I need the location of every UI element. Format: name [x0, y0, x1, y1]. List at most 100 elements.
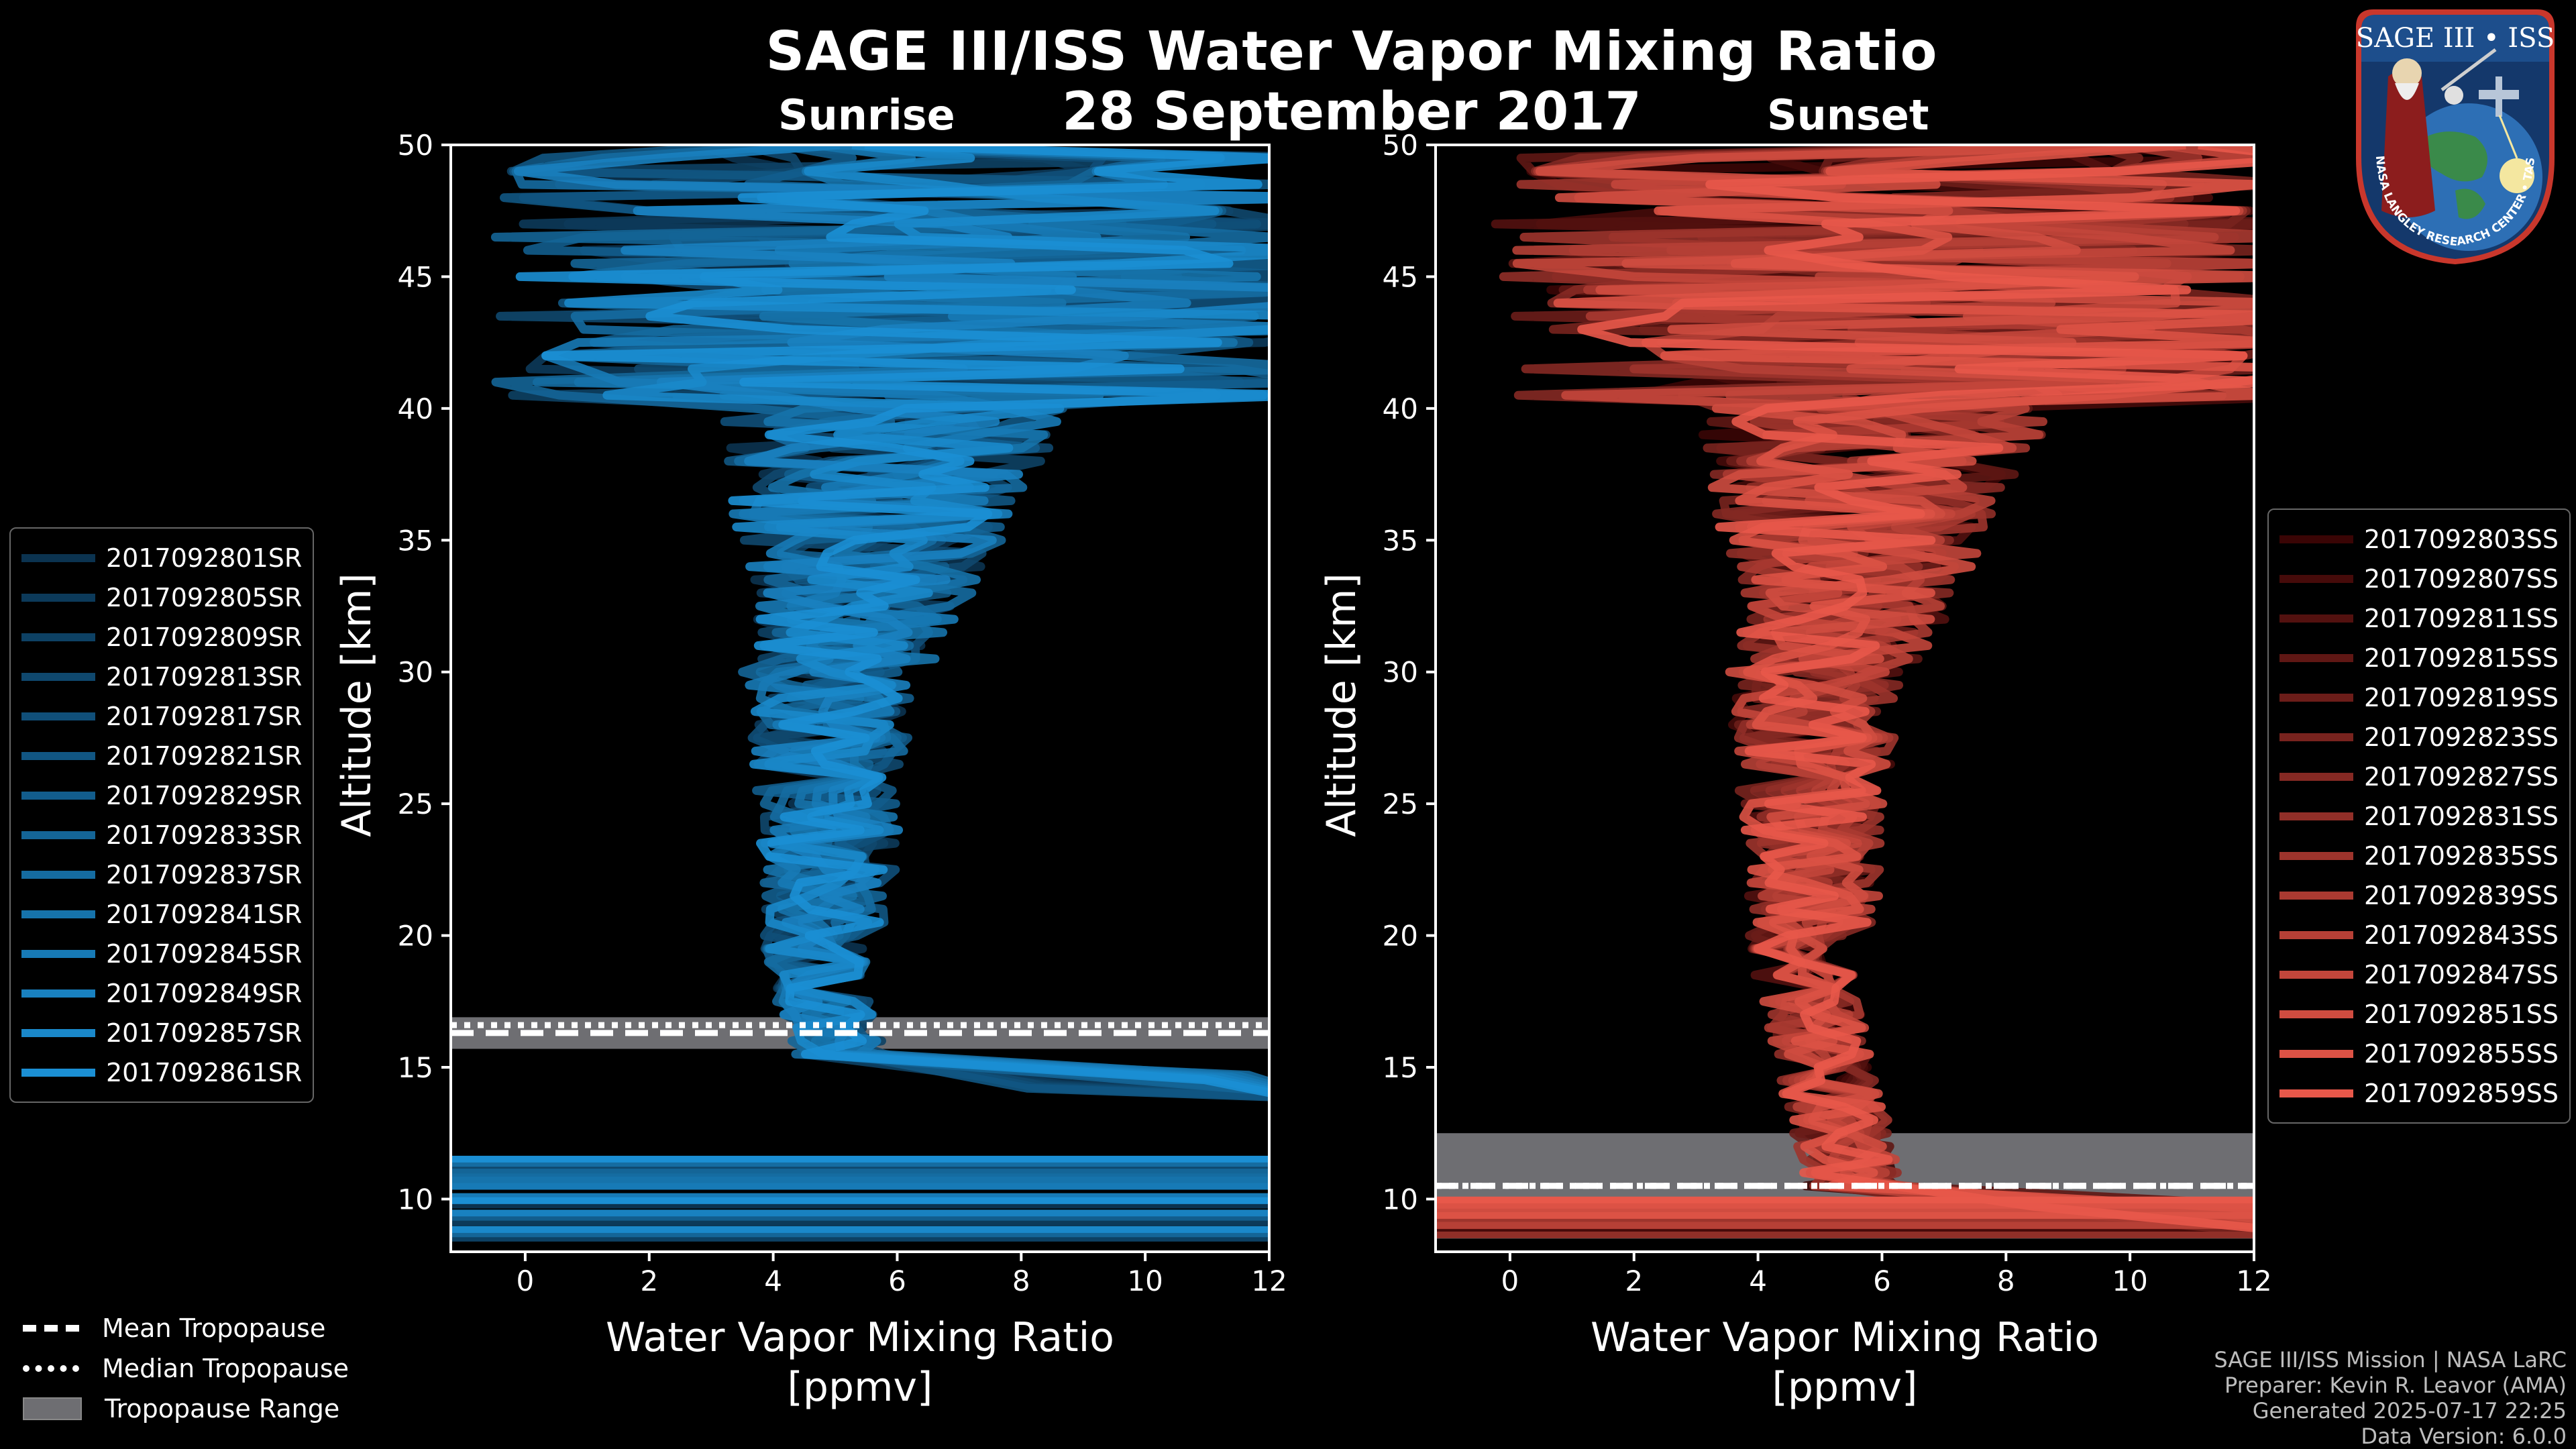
- legend-entry: 2017092861SR: [21, 1053, 302, 1092]
- series-line-2017092861SR: [515, 145, 1269, 1097]
- y-tick-label: 50: [398, 129, 433, 162]
- legend-label: 2017092851SS: [2364, 999, 2559, 1029]
- legend-line-swatch: [21, 870, 95, 879]
- tropopause-range-label: Tropopause Range: [105, 1394, 340, 1424]
- legend-line-swatch: [21, 712, 95, 720]
- legend-entry: 2017092815SS: [2279, 638, 2559, 678]
- y-tick-label: 45: [1383, 260, 1418, 293]
- legend-entry: 2017092811SS: [2279, 598, 2559, 638]
- x-axis-label: Water Vapor Mixing Ratio: [606, 1314, 1114, 1361]
- x-axis-unit-label: [ppmv]: [788, 1364, 933, 1411]
- legend-label: 2017092833SR: [106, 820, 303, 850]
- legend-entry: 2017092859SS: [2279, 1073, 2559, 1113]
- legend-entry: 2017092831SS: [2279, 796, 2559, 836]
- legend-line-swatch: [21, 989, 95, 998]
- legend-label: 2017092827SS: [2364, 761, 2559, 792]
- legend-label: 2017092847SS: [2364, 959, 2559, 989]
- x-tick-label: 12: [1251, 1265, 1287, 1297]
- legend-entry: 2017092809SR: [21, 617, 302, 657]
- legend-line-swatch: [21, 791, 95, 800]
- legend-line-swatch: [2279, 653, 2353, 662]
- legend-entry: 2017092823SS: [2279, 717, 2559, 757]
- legend-entry: 2017092839SS: [2279, 875, 2559, 915]
- legend-label: 2017092823SS: [2364, 722, 2559, 752]
- y-tick-label: 35: [1383, 524, 1418, 557]
- legend-entry: 2017092835SS: [2279, 836, 2559, 875]
- y-tick-label: 20: [398, 920, 433, 953]
- legend-entry: 2017092805SR: [21, 578, 302, 617]
- legend-label: 2017092809SR: [106, 622, 303, 652]
- y-axis-label: Altitude [km]: [333, 573, 380, 837]
- legend-line-swatch: [21, 751, 95, 760]
- legend-label: 2017092801SR: [106, 543, 303, 573]
- legend-label: 2017092805SR: [106, 582, 303, 612]
- y-axis-label: Altitude [km]: [1318, 573, 1365, 837]
- x-tick-label: 4: [764, 1265, 782, 1297]
- legend-line-swatch: [2279, 1010, 2353, 1018]
- legend-label: 2017092831SS: [2364, 801, 2559, 831]
- y-tick-label: 20: [1383, 920, 1418, 953]
- legend-entry: 2017092851SS: [2279, 994, 2559, 1034]
- legend-label: 2017092859SS: [2364, 1078, 2559, 1108]
- legend-entry: 2017092847SS: [2279, 955, 2559, 994]
- sunrise-legend: 2017092801SR 2017092805SR 2017092809SR 2017…: [9, 527, 315, 1103]
- x-axis-unit-label: [ppmv]: [1772, 1364, 1918, 1411]
- y-tick-label: 30: [1383, 656, 1418, 689]
- legend-label: 2017092817SR: [106, 701, 303, 731]
- chart-date: 28 September 2017: [1062, 82, 1642, 142]
- y-tick-label: 15: [398, 1051, 433, 1084]
- legend-label: 2017092815SS: [2364, 643, 2559, 673]
- legend-entry: 2017092827SS: [2279, 757, 2559, 796]
- median-tropopause-label: Median Tropopause: [102, 1354, 349, 1383]
- legend-label: 2017092861SR: [106, 1057, 303, 1087]
- legend-line-swatch: [2279, 772, 2353, 781]
- legend-entry: 2017092813SR: [21, 657, 302, 696]
- legend-line-swatch: [2279, 693, 2353, 702]
- legend-label: 2017092803SS: [2364, 524, 2559, 554]
- x-tick-label: 10: [2112, 1265, 2147, 1297]
- legend-label: 2017092807SS: [2364, 564, 2559, 594]
- sage-iii-iss-mission-patch-logo: SAGE III • ISS BALL • NASA LANGLEY RESEA…: [2341, 9, 2555, 264]
- legend-label: 2017092835SS: [2364, 841, 2559, 871]
- x-tick-label: 6: [888, 1265, 906, 1297]
- legend-label: 2017092829SR: [106, 780, 303, 810]
- legend-median-tropopause: Median Tropopause: [23, 1348, 349, 1389]
- legend-label: 2017092819SS: [2364, 682, 2559, 712]
- x-tick-label: 8: [1997, 1265, 2015, 1297]
- legend-line-swatch: [21, 1028, 95, 1037]
- sunset-legend: 2017092803SS 2017092807SS 2017092811SS 2017…: [2267, 508, 2571, 1124]
- x-tick-label: 12: [2236, 1265, 2271, 1297]
- x-tick-label: 2: [640, 1265, 658, 1297]
- legend-line-swatch: [2279, 574, 2353, 583]
- legend-entry: 2017092819SS: [2279, 678, 2559, 717]
- legend-entry: 2017092833SR: [21, 815, 302, 855]
- legend-label: 2017092843SS: [2364, 920, 2559, 950]
- x-tick-label: 10: [1127, 1265, 1163, 1297]
- profile-lines: [1436, 145, 2254, 1238]
- legend-entry: 2017092845SR: [21, 934, 302, 973]
- legend-line-swatch: [2279, 535, 2353, 543]
- range-swatch: [23, 1397, 82, 1420]
- legend-line-swatch: [21, 672, 95, 681]
- legend-entry: 2017092857SR: [21, 1013, 302, 1053]
- y-tick-label: 15: [1383, 1051, 1418, 1084]
- legend-entry: 2017092807SS: [2279, 559, 2559, 598]
- legend-line-swatch: [2279, 733, 2353, 741]
- x-tick-label: 0: [517, 1265, 535, 1297]
- x-tick-label: 8: [1012, 1265, 1030, 1297]
- legend-entry: 2017092803SS: [2279, 519, 2559, 559]
- legend-entry: 2017092821SR: [21, 736, 302, 775]
- profile-lines: [451, 145, 1269, 1242]
- legend-label: 2017092849SR: [106, 978, 303, 1008]
- legend-entry: 2017092817SR: [21, 696, 302, 736]
- legend-entry: 2017092837SR: [21, 855, 302, 894]
- legend-line-swatch: [21, 593, 95, 602]
- chart-title: SAGE III/ISS Water Vapor Mixing Ratio: [765, 20, 1938, 83]
- y-tick-label: 10: [1383, 1183, 1418, 1216]
- legend-entry: 2017092801SR: [21, 538, 302, 578]
- legend-label: 2017092837SR: [106, 859, 303, 890]
- y-tick-label: 45: [398, 260, 433, 293]
- y-tick-label: 10: [398, 1183, 433, 1216]
